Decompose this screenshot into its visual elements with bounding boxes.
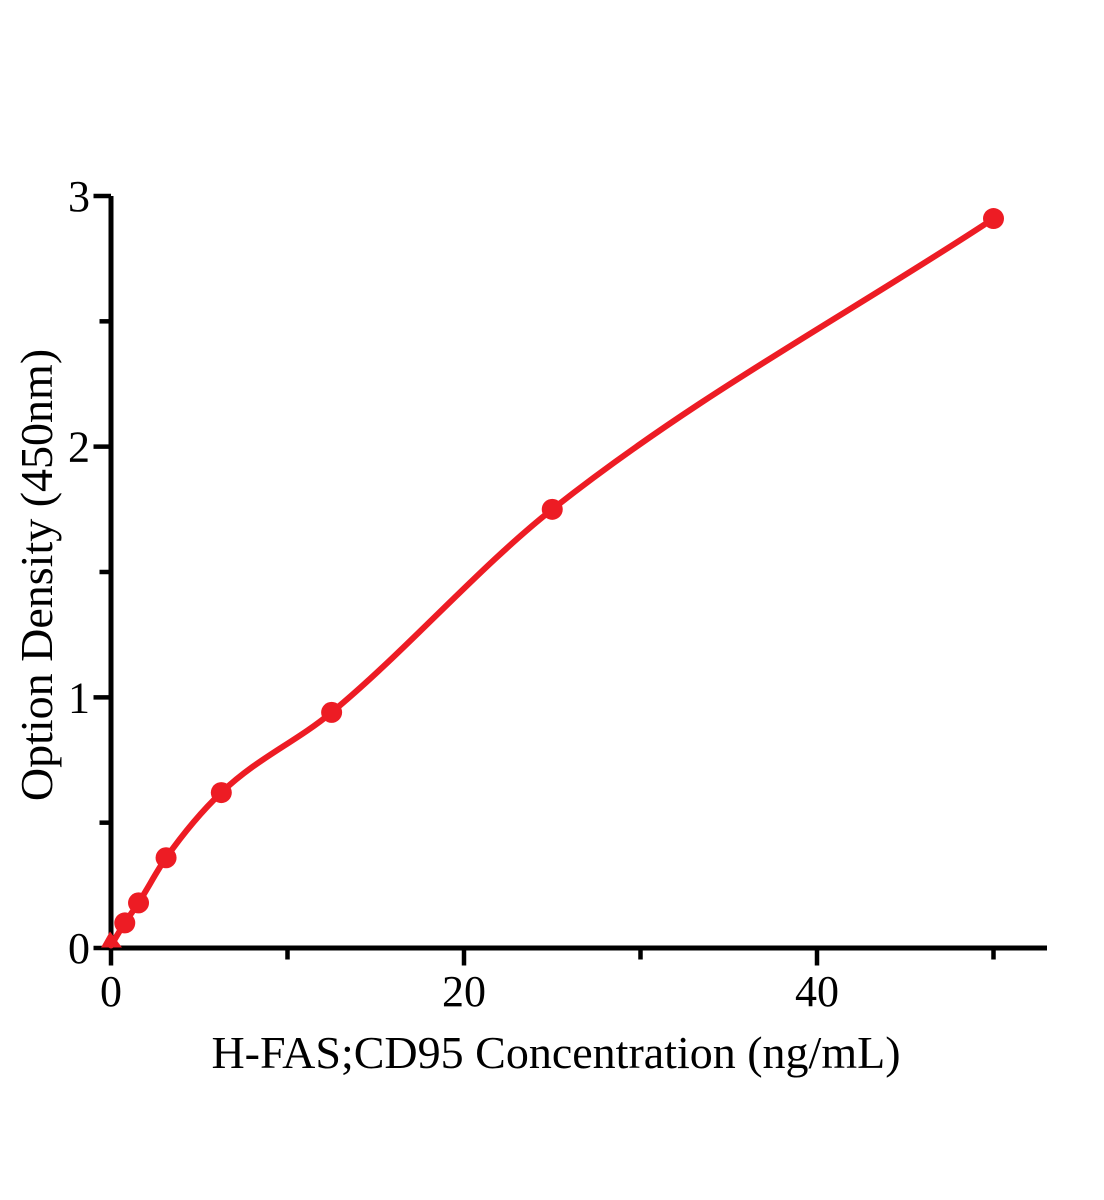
x-tick-label: 0: [100, 967, 122, 1016]
fit-curve: [108, 215, 997, 949]
data-point: [321, 701, 343, 723]
data-point: [210, 782, 232, 804]
y-tick-label: 2: [68, 423, 90, 472]
data-point: [541, 498, 563, 520]
x-tick-label: 40: [795, 967, 839, 1016]
data-point: [155, 847, 177, 869]
data-point: [128, 892, 150, 914]
y-tick-label: 0: [68, 924, 90, 973]
x-tick-label: 20: [442, 967, 486, 1016]
x-axis-title: H-FAS;CD95 Concentration (ng/mL): [211, 1027, 900, 1078]
data-point: [983, 208, 1004, 230]
y-axis-title: Option Density (450nm): [11, 349, 62, 801]
y-tick-label: 3: [68, 172, 90, 221]
data-point-origin-triangle: [101, 931, 122, 948]
y-tick-label: 1: [68, 673, 90, 722]
data-point: [114, 912, 136, 934]
